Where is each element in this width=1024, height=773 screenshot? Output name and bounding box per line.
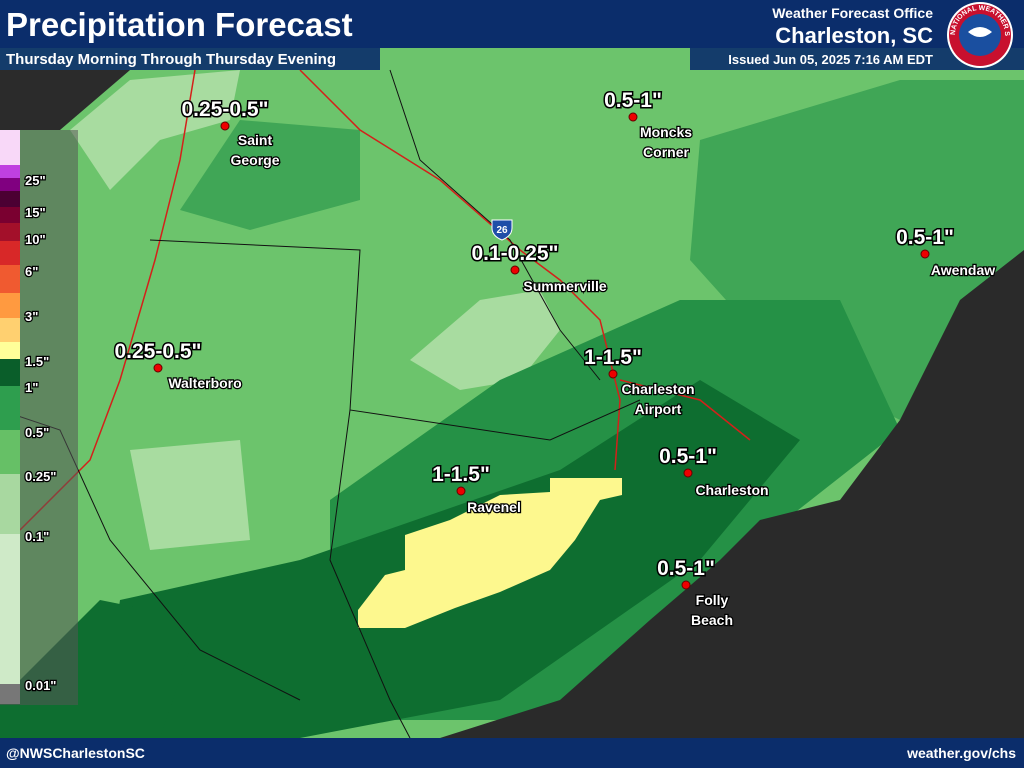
issued: Issued Jun 05, 2025 7:16 AM EDT [728,52,933,67]
city-name: Moncks [640,124,692,140]
city-name: George [230,152,279,168]
legend-label: 0.25" [25,469,56,484]
legend-label: 6" [25,264,38,279]
county-line [389,69,601,381]
city-dot [456,486,466,496]
legend-label: 1.5" [25,354,49,369]
subtitle: Thursday Morning Through Thursday Evenin… [6,51,336,68]
mid-area [180,120,360,230]
city-name: Folly [696,592,729,608]
county-line [329,409,411,739]
location: Charleston, SC [775,23,933,48]
amount-label: 0.5-1" [896,226,954,249]
amount-label: 1-1.5" [584,346,642,369]
city-name: Walterboro [168,375,241,391]
legend-label: 0.5" [25,425,49,440]
footer-bar [0,738,1024,768]
city-dot [920,249,930,259]
amount-label: 0.5-1" [659,445,717,468]
city-name: Beach [691,612,733,628]
city-name: Awendaw [931,262,995,278]
city-name: Airport [635,401,682,417]
legend [0,130,78,705]
amount-label: 0.25-0.5" [181,98,268,121]
city-dot [608,369,618,379]
city-dot [153,363,163,373]
legend-label: 25" [25,173,46,188]
city-dot [510,265,520,275]
places: 0.25-0.5" Saint George 0.5-1" Moncks Corner 0.… [113,88,997,630]
heavy-area [358,478,622,628]
light-area [70,70,240,190]
light-area [130,440,250,550]
legend-label: 15" [25,205,46,220]
footer-left: @NWSCharlestonSC [6,745,145,761]
legend-labels: 25" 15" 10" 6" 3" 1.5" 1" 0.5" 0.25" 0.1" 0.01" [24,172,58,695]
city-name: Charleston [621,381,694,397]
amount-label: 0.5-1" [657,557,715,580]
title: Precipitation Forecast [6,6,353,43]
city-name: Ravenel [467,499,521,515]
interstate-shield: 26 [491,219,513,241]
amount-label: 0.5-1" [604,89,662,112]
highway [19,69,196,531]
city-dot [220,121,230,131]
legend-label: 0.1" [25,529,49,544]
amount-label: 0.25-0.5" [114,340,201,363]
header-bar [0,0,1024,48]
issued-bar [690,48,1024,70]
no-data [0,70,130,130]
amount-label: 1-1.5" [432,463,490,486]
city-name: Saint [238,132,273,148]
city-dot [628,112,638,122]
legend-label: 3" [25,309,38,324]
legend-label: 0.01" [25,678,56,693]
office: Weather Forecast Office [772,5,933,21]
city-name: Corner [643,144,689,160]
shield-label: 26 [496,225,508,236]
highway [619,379,751,441]
ocean [440,250,1024,738]
city-name: Summerville [523,278,606,294]
interstate [299,69,621,471]
city-dot [683,468,693,478]
light-area [410,290,560,390]
city-name: Charleston [695,482,768,498]
subtitle-bar [0,48,380,70]
city-dot [681,580,691,590]
legend-label: 1" [25,380,38,395]
amount-label: 0.1-0.25" [471,242,558,265]
footer-right: weather.gov/chs [906,745,1016,761]
legend-label: 10" [25,232,46,247]
